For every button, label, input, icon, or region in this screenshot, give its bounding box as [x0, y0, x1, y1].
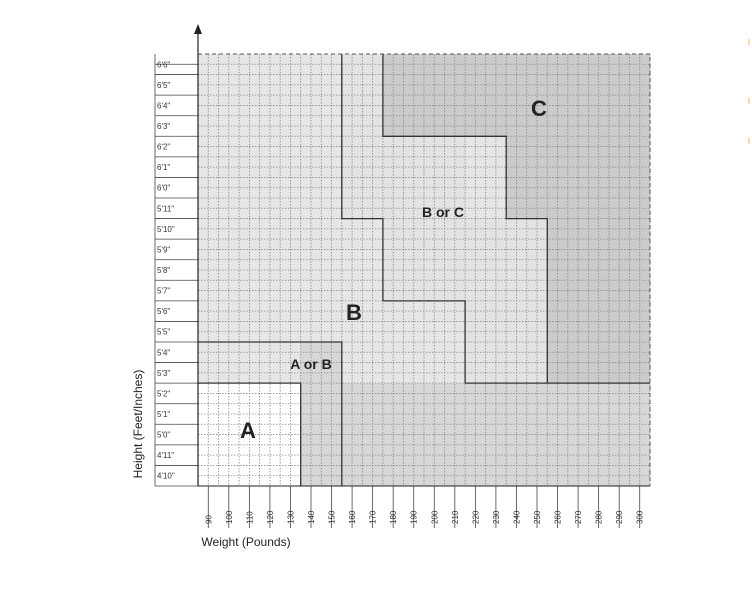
- x-tick-label-250: 250: [533, 510, 542, 524]
- x-tick-label-240: 240: [512, 510, 521, 524]
- boundary-a-or-b: [198, 341, 343, 486]
- x-tick-label-150: 150: [328, 510, 337, 524]
- y-tick-label-11: 5'9": [157, 245, 170, 254]
- x-axis-title: Weight (Pounds): [201, 535, 290, 549]
- zone-label-a-or-b: A or B: [290, 356, 331, 372]
- x-tick-label-190: 190: [410, 510, 419, 524]
- x-tick-label-90: 90: [204, 515, 213, 524]
- y-axis-title: Height (Feet/Inches): [131, 370, 145, 479]
- y-tick-label-10: 5'8": [157, 266, 170, 275]
- x-tick-labels: 90 100 110 120 130 140 150 160 170 180 190 200 210 22…: [204, 510, 644, 524]
- x-tick-label-200: 200: [430, 510, 439, 524]
- y-tick-label-16: 6'2": [157, 143, 170, 152]
- y-tick-label-7: 5'5": [157, 328, 170, 337]
- y-tick-label-9: 5'7": [157, 287, 170, 296]
- x-tick-label-100: 100: [225, 510, 234, 524]
- axes: [194, 24, 650, 487]
- y-tick-label-12: 5'10": [157, 225, 175, 234]
- edge-mark-2: [748, 98, 750, 104]
- zone-label-c: C: [531, 96, 547, 121]
- y-tick-label-13: 5'11": [157, 204, 174, 213]
- x-tick-label-160: 160: [348, 510, 357, 524]
- boundary-b-or-c-lower: [341, 54, 650, 384]
- y-tick-label-0: 4'10": [157, 472, 175, 481]
- zone-label-b-or-c: B or C: [422, 204, 464, 220]
- edge-mark-3: [748, 138, 750, 144]
- y-tick-label-2: 5'0": [157, 431, 170, 440]
- x-tick-label-120: 120: [266, 510, 275, 524]
- x-tick-label-290: 290: [615, 510, 624, 524]
- x-tick-label-180: 180: [389, 510, 398, 524]
- y-tick-label-6: 5'4": [157, 348, 170, 357]
- x-tick-label-170: 170: [369, 510, 378, 524]
- y-tick-label-1: 4'11": [157, 451, 174, 460]
- x-tick-label-140: 140: [307, 510, 316, 524]
- x-tick-label-280: 280: [595, 510, 604, 524]
- y-tick-label-5: 5'3": [157, 369, 170, 378]
- y-tick-label-15: 6'1": [157, 163, 170, 172]
- y-tick-label-14: 6'0": [157, 184, 170, 193]
- y-tick-label-3: 5'1": [157, 410, 170, 419]
- boundary-c: [382, 54, 548, 384]
- x-tick-label-130: 130: [286, 510, 295, 524]
- y-tick-label-4: 5'2": [157, 389, 170, 398]
- x-tick-label-210: 210: [451, 510, 460, 524]
- outer-dashed-border: [198, 53, 651, 486]
- y-tick-label-18: 6'4": [157, 101, 170, 110]
- x-tick-label-220: 220: [471, 510, 480, 524]
- edge-mark-1: [748, 39, 750, 45]
- zone-label-b: B: [346, 300, 362, 325]
- x-tick-label-270: 270: [574, 510, 583, 524]
- y-tick-label-19: 6'5": [157, 81, 170, 90]
- x-tick-label-110: 110: [245, 511, 254, 524]
- x-tick-label-230: 230: [492, 510, 501, 524]
- y-tick-label-8: 5'6": [157, 307, 170, 316]
- y-tick-label-17: 6'3": [157, 122, 170, 131]
- zone-label-a: A: [240, 418, 256, 443]
- grid-lines: [154, 54, 651, 528]
- boundary-a: [198, 382, 302, 486]
- y-axis-arrow: [194, 24, 202, 34]
- x-tick-label-260: 260: [554, 510, 563, 524]
- y-tick-label-20: 6'6": [157, 60, 170, 69]
- x-tick-label-300: 300: [636, 510, 645, 524]
- y-tick-labels: 4'10" 4'11" 5'0" 5'1" 5'2" 5'3" 5'4" 5'5" 5'6" 5'…: [157, 60, 175, 480]
